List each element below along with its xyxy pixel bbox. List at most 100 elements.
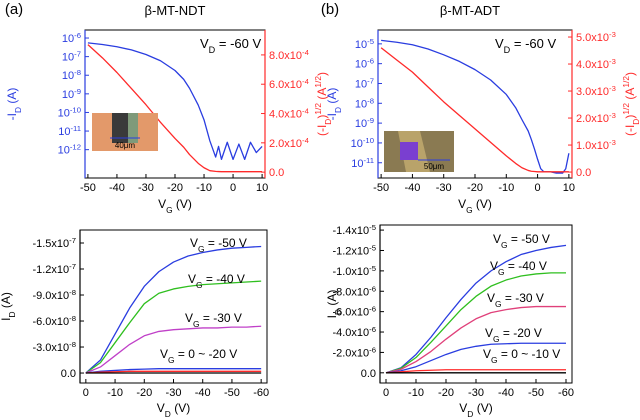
series-line	[87, 42, 263, 161]
tick-exponent: -8	[69, 314, 76, 323]
tick-text: 0.0	[576, 167, 591, 179]
y-axis-label: -ID (A)	[325, 88, 343, 121]
series-line	[85, 325, 262, 374]
x-tick-label: -30	[138, 182, 154, 194]
text-part: V	[459, 401, 467, 415]
tick-text: 1.0x10	[576, 140, 609, 152]
y-tick-label: 0.0	[61, 368, 76, 380]
tick-text: 8.0x10	[269, 50, 302, 62]
y2-tick-label: 4.0x10-4	[269, 106, 310, 121]
annotation: VG = -50 V	[493, 232, 550, 250]
subscript: D	[333, 107, 343, 113]
tick-text: 6.0x10	[269, 79, 302, 91]
x-tick-label: -20	[167, 182, 183, 194]
annotation: VG = -40 V	[490, 259, 547, 277]
tick-text: 4.0x10	[576, 59, 609, 71]
tick-text: 0.0	[269, 167, 284, 179]
y-tick-label: 10-8	[62, 68, 81, 83]
tick-text: -6.0x10	[32, 316, 69, 328]
text-part: V	[188, 272, 196, 286]
subscript: G	[495, 299, 502, 309]
text-part: (A)	[5, 88, 19, 107]
x-tick-label: -50	[373, 182, 389, 194]
tick-exponent: -6	[74, 31, 81, 40]
text-part: )	[623, 72, 637, 76]
subscript: D	[13, 107, 23, 113]
subscript: D	[467, 409, 473, 419]
x-tick-label: -10	[408, 387, 424, 399]
y-tick-label: -6.0x10-6	[332, 304, 376, 319]
text-part: = -60 V	[215, 36, 261, 51]
y-tick-label: -1.2x10-7	[32, 262, 76, 277]
y-tick-label: 10-7	[355, 76, 374, 91]
text-part: )	[315, 72, 329, 76]
tick-text: 2.0x10	[576, 113, 609, 125]
tick-exponent: -12	[70, 142, 81, 151]
y-tick-label: 10-5	[355, 36, 374, 51]
text-part: (A)	[0, 292, 13, 311]
x-tick-label: -10	[196, 182, 212, 194]
tick-exponent: -4	[302, 77, 310, 86]
series-line	[385, 305, 566, 374]
superscript: 1/2	[313, 103, 323, 115]
tick-exponent: -6	[367, 56, 374, 65]
text-part: = -60 V	[510, 36, 556, 51]
x-tick-label: -30	[436, 182, 452, 194]
y2-tick-label: 1.0x10-3	[576, 138, 616, 153]
text-part: -I	[325, 113, 339, 120]
series-line	[385, 244, 567, 374]
tick-exponent: -6	[369, 325, 376, 334]
tick-text: -9.0x10	[32, 290, 69, 302]
x-tick-label: 0	[383, 387, 389, 399]
tick-exponent: -3	[609, 138, 616, 147]
text-part: V	[458, 197, 466, 211]
x-tick-label: -40	[109, 182, 125, 194]
subscript: G	[498, 267, 505, 277]
subscript: D	[504, 45, 511, 55]
x-tick-label: -60	[253, 387, 269, 399]
text-part: (A	[623, 88, 637, 103]
plot-frame	[84, 29, 266, 179]
y-axis-label: ID (A)	[325, 290, 343, 319]
text-part: V	[185, 311, 193, 325]
tick-exponent: -5	[369, 223, 376, 232]
text-part: V	[487, 291, 495, 305]
y2-axis-label: (-ID)1/2 (A1/2)	[313, 72, 333, 136]
tick-exponent: -4	[302, 47, 310, 56]
text-part: -I	[5, 113, 19, 120]
tick-text: 10	[351, 158, 363, 170]
tick-text: 0.0	[361, 368, 376, 380]
text-part: = -20 V	[500, 326, 542, 340]
tick-text: 10	[355, 59, 367, 71]
text-part: (A)	[325, 88, 339, 107]
x-tick-label: -20	[136, 387, 152, 399]
text-part: (V)	[473, 401, 492, 415]
tick-exponent: -8	[367, 96, 374, 105]
tick-text: 10	[62, 52, 74, 64]
tick-text: 4.0x10	[269, 109, 302, 121]
y-tick-label: -1.2x10-5	[332, 243, 376, 258]
tick-exponent: -3	[609, 84, 616, 93]
tick-text: 2.0x10	[269, 138, 302, 150]
text-part: V	[160, 347, 168, 361]
y-tick-label: -1.5x10-7	[32, 236, 76, 251]
y-tick-label: -9.0x10-8	[32, 288, 76, 303]
y-tick-label: 10-11	[58, 124, 81, 139]
text-part: V	[157, 401, 165, 415]
tick-exponent: -6	[369, 345, 376, 354]
tick-exponent: -7	[74, 49, 81, 58]
text-part: = 0 ~ -20 V	[175, 347, 238, 361]
tick-text: 5.0x10	[576, 32, 609, 44]
y-tick-label: -8.0x10-6	[332, 284, 376, 299]
tick-exponent: -11	[363, 155, 374, 164]
annotation: VD = -60 V	[200, 36, 261, 55]
x-tick-label: -40	[404, 182, 420, 194]
series-line	[85, 368, 262, 374]
tick-text: -8.0x10	[332, 286, 369, 298]
text-part: = 0 ~ -10 V	[498, 347, 561, 361]
inset-image	[400, 142, 418, 160]
tick-text: 10	[355, 118, 367, 130]
annotation: VG = -30 V	[487, 291, 544, 309]
annotation: VG = -40 V	[188, 272, 245, 290]
text-part: )	[623, 115, 637, 119]
